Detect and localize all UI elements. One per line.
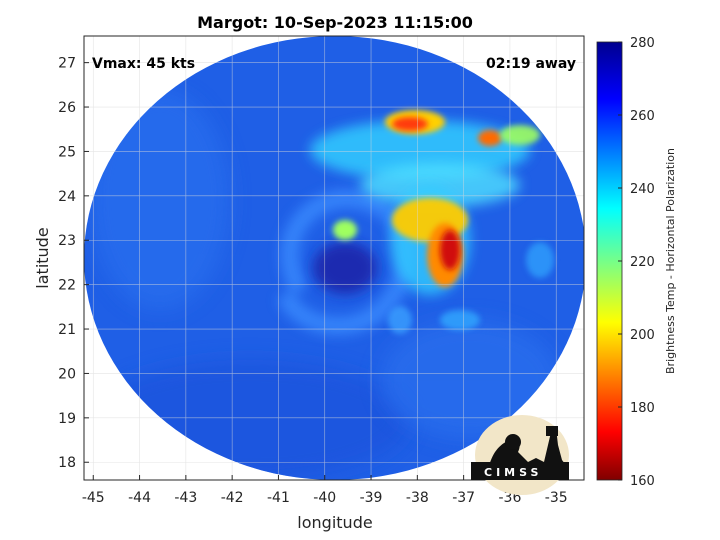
y-tick-label: 18 <box>58 455 76 471</box>
x-tick-label: -38 <box>406 490 429 506</box>
colorbar-label: Brightness Temp - Horizontal Polarizatio… <box>664 148 677 374</box>
y-tick-label: 22 <box>58 278 76 294</box>
x-tick-label: -37 <box>452 490 475 506</box>
x-tick-label: -45 <box>82 490 105 506</box>
x-tick-label: -44 <box>128 490 151 506</box>
x-axis-label: longitude <box>297 513 372 532</box>
x-tick-label: -43 <box>174 490 197 506</box>
colorbar-tick-label: 240 <box>630 182 655 197</box>
plot-title: Margot: 10-Sep-2023 11:15:00 <box>197 13 473 32</box>
y-axis-label: latitude <box>33 227 52 288</box>
cold-core <box>313 242 377 294</box>
colorbar-tick-label: 200 <box>630 328 655 343</box>
microwave-imagery <box>84 36 584 480</box>
grid-lines <box>84 36 584 480</box>
y-axis-ticks: 27 26 25 24 23 22 21 20 19 18 <box>58 56 89 471</box>
time-away-label: 02:19 away <box>486 56 576 72</box>
vmax-label: Vmax: 45 kts <box>92 56 195 72</box>
hot-core <box>440 230 460 270</box>
y-tick-label: 24 <box>58 189 76 205</box>
x-axis-ticks: -45 -44 -43 -42 -41 -40 -39 -38 -37 -36 -35 <box>82 475 568 506</box>
colorbar-tick-label: 180 <box>630 401 655 416</box>
colorbar-tick-label: 220 <box>630 255 655 270</box>
cimss-logo-text: CIMSS <box>484 466 542 479</box>
x-tick-label: -40 <box>313 490 336 506</box>
colorbar-tick-label: 280 <box>630 36 655 51</box>
y-tick-label: 26 <box>58 100 76 116</box>
x-tick-label: -39 <box>360 490 383 506</box>
y-tick-label: 19 <box>58 411 76 427</box>
colorbar-tick-label: 160 <box>630 474 655 489</box>
cimss-logo: CIMSS <box>471 415 569 495</box>
colorbar <box>596 41 623 481</box>
x-tick-label: -42 <box>221 490 244 506</box>
y-tick-label: 23 <box>58 233 76 249</box>
axes-box <box>83 35 585 481</box>
colorbar-ticks: 280 260 240 220 200 180 160 <box>618 36 655 489</box>
y-tick-label: 21 <box>58 322 76 338</box>
colorbar-tick-label: 260 <box>630 109 655 124</box>
y-tick-label: 25 <box>58 144 76 160</box>
y-tick-label: 27 <box>58 56 76 72</box>
x-tick-label: -35 <box>545 490 568 506</box>
y-tick-label: 20 <box>58 366 76 382</box>
x-tick-label: -41 <box>267 490 290 506</box>
